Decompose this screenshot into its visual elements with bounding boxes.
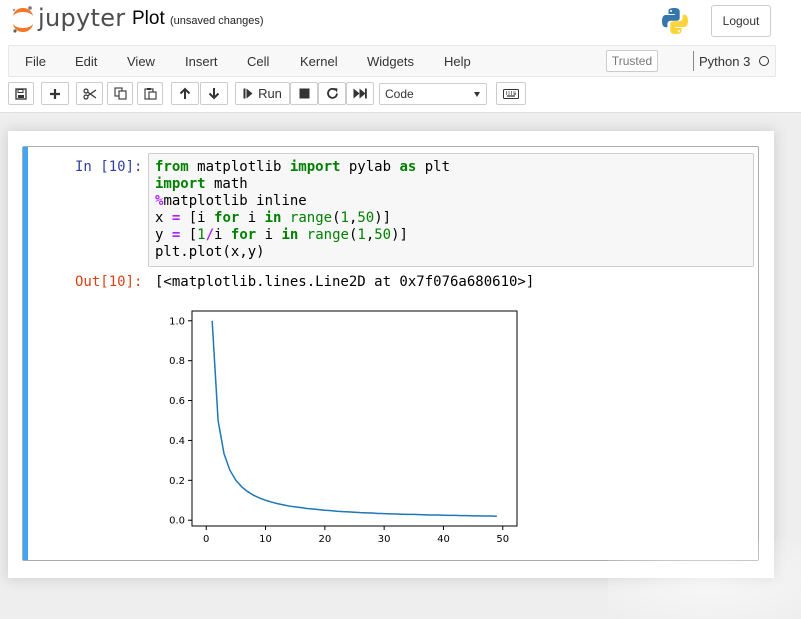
keyword-for: for [214,210,240,226]
operator-equals: = [171,227,181,243]
floppy-icon [15,87,27,100]
arrow-down-icon [208,88,220,100]
operator-equals: = [171,210,181,226]
code-line-5: y = [1/i for i in range(1,50)] [155,227,408,243]
jupyter-logo-text[interactable]: jupyter [38,4,126,32]
output-text: [<matplotlib.lines.Line2D at 0x7f076a680… [155,274,535,290]
number-literal: 50 [357,210,375,226]
copy-icon [113,87,127,100]
output-prompt: Out[10]: [75,274,143,290]
menu-file[interactable]: File [25,54,46,69]
stop-icon [299,88,309,99]
builtin-range: range [289,210,333,226]
jupyter-logo-icon[interactable] [10,4,36,34]
number-literal: 1 [340,210,349,226]
y-tick-label: 0.2 [169,476,185,487]
x-tick-label: 20 [318,534,331,545]
cell-type-select[interactable]: Code [379,83,487,105]
code-cell-selected[interactable]: In [10]: from matplotlib import pylab as… [22,146,759,561]
save-button[interactable] [8,82,34,105]
menu-insert[interactable]: Insert [185,54,218,69]
move-down-button[interactable] [200,82,228,105]
x-tick-label: 0 [203,534,209,545]
number-literal: 1 [197,227,206,243]
kernel-name[interactable]: Python 3 [699,54,751,69]
number-literal: 1 [357,227,366,243]
menu-view[interactable]: View [127,54,155,69]
operator-divide: / [205,227,215,243]
menu-cell[interactable]: Cell [247,54,270,69]
paste-button[interactable] [137,82,163,105]
notebook-title[interactable]: Plot [132,8,165,29]
command-palette-button[interactable] [496,82,526,105]
y-tick-label: 0.8 [169,356,185,367]
menu-widgets[interactable]: Widgets [367,54,414,69]
notebook-container: In [10]: from matplotlib import pylab as… [8,131,801,619]
magic-percent: % [155,193,164,209]
code-line-1: from matplotlib import pylab as plt [155,159,451,175]
code-line-4: x = [i for i in range(1,50)] [155,210,392,226]
copy-button[interactable] [107,82,133,105]
y-tick-label: 0.6 [169,396,185,407]
run-button[interactable]: Run [235,82,290,105]
menu-kernel[interactable]: Kernel [300,54,338,69]
y-tick-label: 0.4 [169,436,185,447]
keyword-for: for [230,227,257,243]
input-prompt: In [10]: [75,159,143,175]
keyword-as: as [399,159,417,175]
scissors-icon [82,87,96,100]
code-line-3: %matplotlib inline [155,193,307,209]
step-forward-icon [243,88,253,99]
code-line-6: plt.plot(x,y) [155,244,265,260]
keyword-in: in [281,227,299,243]
series-line [211,320,497,517]
cell-type-value: Code [385,87,414,101]
refresh-icon [326,87,338,99]
insert-cell-button[interactable] [41,82,69,105]
y-tick-label: 0.0 [169,516,185,527]
logout-button[interactable]: Logout [711,5,771,37]
kernel-separator [693,51,694,71]
trusted-indicator[interactable]: Trusted [606,50,658,72]
y-tick-label: 1.0 [169,316,185,327]
x-tick-label: 40 [437,534,450,545]
plus-icon [50,88,60,99]
move-up-button[interactable] [171,82,199,105]
autosave-status: (unsaved changes) [170,15,264,27]
code-editor[interactable]: from matplotlib import pylab as plt impo… [148,153,754,267]
keyword-import: import [155,176,206,192]
restart-button[interactable] [318,82,346,105]
x-tick-label: 50 [496,534,509,545]
chevron-down-icon [474,92,480,97]
python-logo-icon [662,8,688,34]
x-tick-label: 30 [378,534,391,545]
keyword-in: in [264,210,282,226]
restart-run-all-button[interactable] [346,82,374,105]
code-line-2: import math [155,176,248,192]
interrupt-button[interactable] [290,82,318,105]
background-artifact [608,539,801,619]
kernel-idle-indicator-icon [759,56,769,66]
header: jupyter Plot (unsaved changes) Logout Fi… [0,0,801,113]
builtin-range: range [306,227,349,243]
keyword-from: from [155,159,189,175]
menu-help[interactable]: Help [444,54,471,69]
menu-edit[interactable]: Edit [75,54,98,69]
cut-button[interactable] [76,82,103,105]
x-tick-label: 10 [259,534,272,545]
line-plot: 0 10 20 30 40 50 0.0 0.2 0.4 0.6 0.8 1.0 [169,310,518,545]
cell-selection-bar [23,147,28,560]
run-button-label: Run [258,86,282,101]
menubar: File Edit View Insert Cell Kernel Widget… [8,45,776,77]
keyboard-icon [503,88,519,99]
number-literal: 50 [374,227,392,243]
keyword-import: import [289,159,341,175]
arrow-up-icon [179,87,191,99]
fast-forward-icon [353,88,367,99]
paste-icon [143,88,157,100]
plot-axes-frame [191,310,518,527]
